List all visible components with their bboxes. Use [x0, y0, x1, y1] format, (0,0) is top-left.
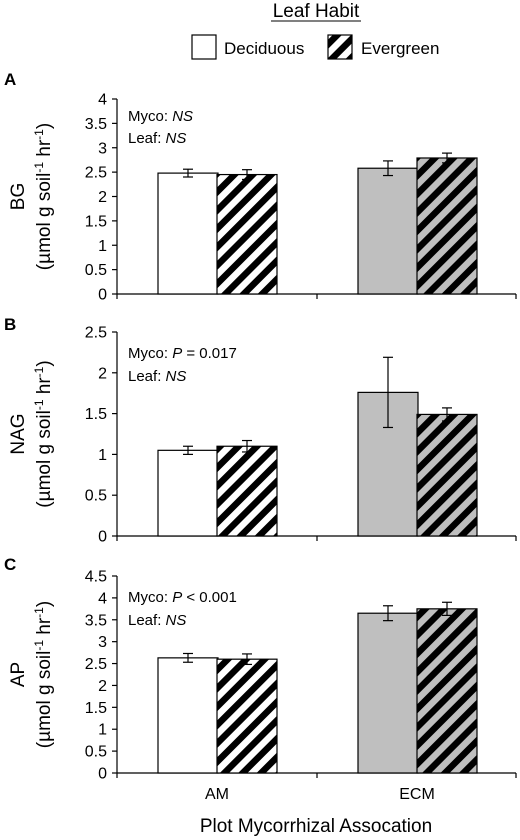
bar-ecm-evergreen — [416, 157, 478, 295]
y-tick-label: 1 — [98, 447, 107, 464]
y-tick-label: 3 — [98, 140, 107, 157]
y-axis-title: NAG (µmol g soil-1 hr-1) — [8, 360, 55, 507]
y-tick-label: 1.5 — [85, 406, 107, 423]
legend-title: Leaf Habit — [273, 1, 360, 22]
y-tick-label: 1 — [98, 722, 107, 739]
bar-am-evergreen — [216, 173, 278, 295]
annotation-myco: Myco: NS — [128, 108, 193, 125]
category-label-ecm: ECM — [399, 786, 435, 803]
bar-am-deciduous — [157, 449, 219, 537]
annotation-leaf: Leaf: NS — [128, 130, 186, 147]
y-tick-label: 4.5 — [85, 569, 107, 586]
y-tick-label: 1 — [98, 238, 107, 255]
y-axis-title: BG (µmol g soil-1 hr-1) — [8, 123, 55, 270]
annotation-leaf: Leaf: NS — [128, 612, 186, 629]
x-axis-title: Plot Mycorrhizal Assocation — [200, 816, 432, 837]
legend-swatch-evergreen — [327, 34, 353, 60]
y-tick-label: 2.5 — [85, 325, 107, 342]
y-tick-label: 0 — [98, 529, 107, 546]
panel-c: C AP (µmol g soil-1 hr-1) 0 0.5 1 1.5 2 2.5 3 3.5 4… — [4, 555, 517, 783]
y-tick-label: 3 — [98, 634, 107, 651]
y-tick-label: 4 — [98, 590, 107, 607]
y-tick-label: 0 — [98, 766, 107, 783]
y-axis-title: AP (µmol g soil-1 hr-1) — [8, 601, 55, 748]
y-tick-label: 3.5 — [85, 612, 107, 629]
bar-am-deciduous — [157, 172, 219, 295]
panel-letter: B — [4, 315, 16, 334]
category-label-am: AM — [205, 786, 229, 803]
bar-ecm-deciduous — [357, 167, 419, 295]
y-tick-label: 0 — [98, 287, 107, 304]
y-tick-label: 0.5 — [85, 262, 107, 279]
bar-ecm-evergreen — [416, 413, 478, 537]
y-tick-label: 3.5 — [85, 116, 107, 133]
bar-am-deciduous — [157, 657, 219, 774]
annotation-myco: Myco: P < 0.001 — [128, 589, 237, 606]
bar-ecm-deciduous — [357, 612, 419, 774]
annotation-leaf: Leaf: NS — [128, 368, 186, 385]
y-tick-label: 4 — [98, 92, 107, 109]
y-tick-label: 2.5 — [85, 165, 107, 182]
y-tick-label: 2 — [98, 365, 107, 382]
y-tick-label: 0.5 — [85, 744, 107, 761]
panel-b: B NAG (µmol g soil-1 hr-1) 0 0.5 1 1.5 2 2.5 Myco… — [4, 315, 517, 546]
annotation-myco: Myco: P = 0.017 — [128, 345, 237, 362]
legend-label-deciduous: Deciduous — [224, 39, 304, 58]
bar-am-evergreen — [216, 445, 278, 537]
bar-am-evergreen — [216, 658, 278, 774]
panel-a: A BG (µmol g soil-1 hr-1) 0 0.5 1 1.5 2 2.5 3 3.5 4… — [4, 70, 517, 304]
y-tick-label: 2.5 — [85, 656, 107, 673]
y-tick-label: 2 — [98, 189, 107, 206]
legend-label-evergreen: Evergreen — [361, 39, 439, 58]
legend: Leaf Habit Deciduous Evergreen — [191, 1, 439, 60]
panels: A BG (µmol g soil-1 hr-1) 0 0.5 1 1.5 2 2.5 3 3.5 4… — [4, 70, 517, 783]
y-tick-label: 1.5 — [85, 700, 107, 717]
y-tick-label: 0.5 — [85, 488, 107, 505]
y-tick-label: 2 — [98, 678, 107, 695]
legend-swatch-deciduous — [191, 34, 217, 60]
panel-letter: C — [4, 555, 16, 574]
bar-ecm-evergreen — [416, 608, 478, 774]
panel-letter: A — [4, 70, 16, 89]
y-tick-label: 1.5 — [85, 213, 107, 230]
